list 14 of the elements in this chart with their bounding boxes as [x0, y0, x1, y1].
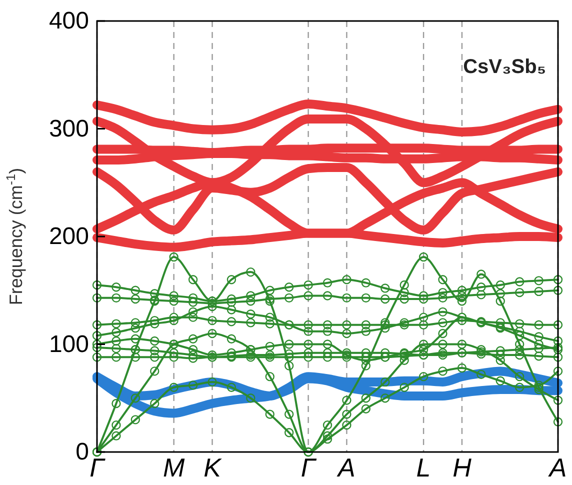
x-tick-label: Γ [90, 452, 106, 482]
y-tick-label: 200 [48, 223, 89, 250]
y-tick-label: 400 [48, 8, 89, 35]
x-tick-label: M [162, 452, 185, 482]
x-tick-label: A [547, 452, 567, 482]
x-tick-label: A [336, 452, 356, 482]
x-tick-label: L [416, 452, 431, 482]
y-tick-label: 0 [76, 438, 89, 466]
annotation: CsV₃Sb₅ [463, 56, 546, 78]
x-tick-label: K [204, 452, 223, 482]
y-tick-label: 300 [48, 115, 89, 142]
x-tick-label: H [452, 452, 472, 482]
y-tick-label: 100 [48, 330, 89, 358]
x-tick-label: Γ [300, 452, 317, 482]
